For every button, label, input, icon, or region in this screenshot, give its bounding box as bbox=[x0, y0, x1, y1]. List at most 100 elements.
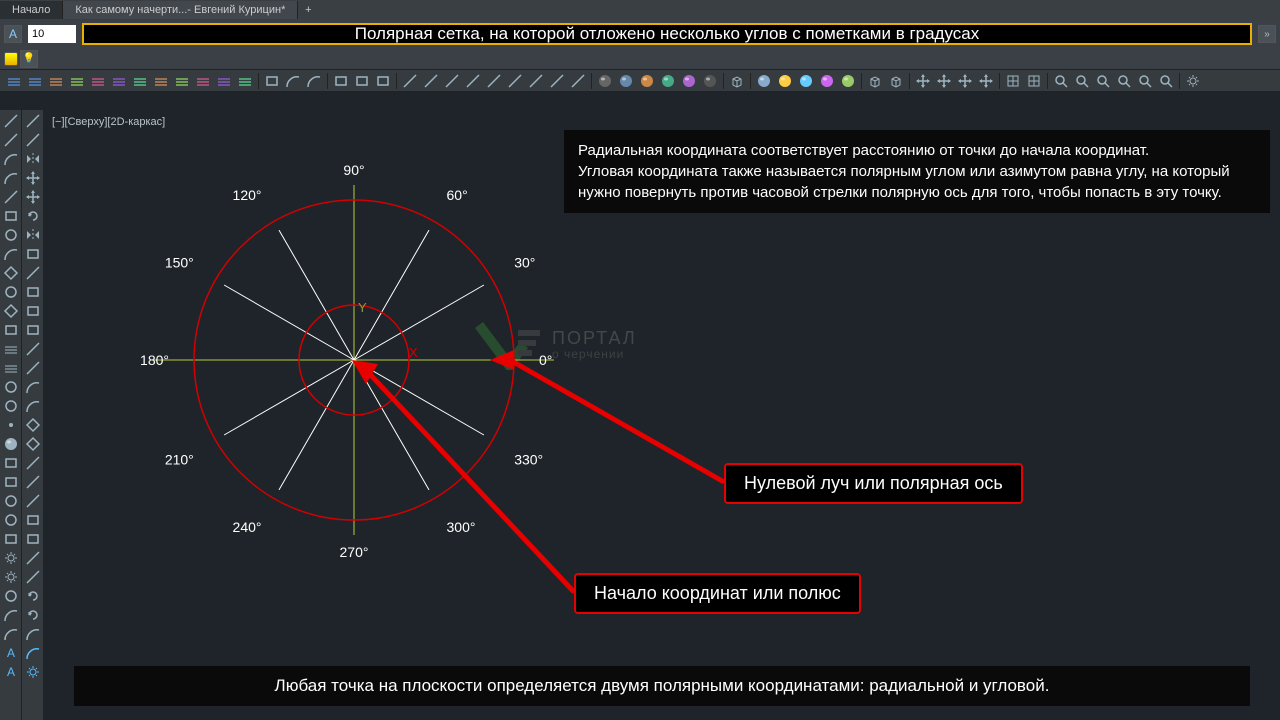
toolbar-btn-49[interactable] bbox=[913, 72, 933, 90]
lt2-btn-11[interactable] bbox=[23, 321, 43, 339]
lt1-btn-28[interactable]: A bbox=[1, 644, 21, 662]
lt1-btn-2[interactable] bbox=[1, 150, 21, 168]
toolbar-btn-26[interactable] bbox=[505, 72, 525, 90]
lt2-btn-18[interactable] bbox=[23, 454, 43, 472]
toolbar-btn-54[interactable] bbox=[1003, 72, 1023, 90]
toolbar-btn-23[interactable] bbox=[442, 72, 462, 90]
toolbar-btn-42[interactable] bbox=[796, 72, 816, 90]
lt1-btn-17[interactable] bbox=[1, 435, 21, 453]
lt2-btn-5[interactable] bbox=[23, 207, 43, 225]
toolbar-btn-6[interactable] bbox=[130, 72, 150, 90]
lt1-btn-5[interactable] bbox=[1, 207, 21, 225]
toolbar-btn-33[interactable] bbox=[637, 72, 657, 90]
toolbar-btn-14[interactable] bbox=[283, 72, 303, 90]
lt1-btn-21[interactable] bbox=[1, 511, 21, 529]
lt2-btn-9[interactable] bbox=[23, 283, 43, 301]
lt2-btn-19[interactable] bbox=[23, 473, 43, 491]
lt1-btn-27[interactable] bbox=[1, 625, 21, 643]
toolbar-btn-32[interactable] bbox=[616, 72, 636, 90]
toolbar-btn-4[interactable] bbox=[88, 72, 108, 90]
layer-icon[interactable] bbox=[4, 52, 18, 66]
lt1-btn-1[interactable] bbox=[1, 131, 21, 149]
lt1-btn-9[interactable] bbox=[1, 283, 21, 301]
lt1-btn-6[interactable] bbox=[1, 226, 21, 244]
lt2-btn-1[interactable] bbox=[23, 131, 43, 149]
toolbar-btn-29[interactable] bbox=[568, 72, 588, 90]
lt1-btn-19[interactable] bbox=[1, 473, 21, 491]
lt2-btn-21[interactable] bbox=[23, 511, 43, 529]
lt2-btn-3[interactable] bbox=[23, 169, 43, 187]
lt1-btn-24[interactable] bbox=[1, 568, 21, 586]
toolbar-btn-35[interactable] bbox=[679, 72, 699, 90]
lt2-btn-7[interactable] bbox=[23, 245, 43, 263]
lt1-btn-18[interactable] bbox=[1, 454, 21, 472]
lt1-btn-10[interactable] bbox=[1, 302, 21, 320]
toolbar-btn-59[interactable] bbox=[1093, 72, 1113, 90]
lt2-btn-6[interactable] bbox=[23, 226, 43, 244]
toolbar-btn-40[interactable] bbox=[754, 72, 774, 90]
toolbar-btn-36[interactable] bbox=[700, 72, 720, 90]
toolbar-btn-64[interactable] bbox=[1183, 72, 1203, 90]
lt2-btn-0[interactable] bbox=[23, 112, 43, 130]
lt1-btn-26[interactable] bbox=[1, 606, 21, 624]
lt2-btn-10[interactable] bbox=[23, 302, 43, 320]
toolbar-btn-60[interactable] bbox=[1114, 72, 1134, 90]
lt1-btn-15[interactable] bbox=[1, 397, 21, 415]
lt1-btn-13[interactable] bbox=[1, 359, 21, 377]
toolbar-btn-25[interactable] bbox=[484, 72, 504, 90]
toolbar-btn-50[interactable] bbox=[934, 72, 954, 90]
lt1-btn-14[interactable] bbox=[1, 378, 21, 396]
toolbar-btn-31[interactable] bbox=[595, 72, 615, 90]
lt2-btn-25[interactable] bbox=[23, 587, 43, 605]
toolbar-btn-10[interactable] bbox=[214, 72, 234, 90]
lt2-btn-15[interactable] bbox=[23, 397, 43, 415]
toolbar-btn-15[interactable] bbox=[304, 72, 324, 90]
toolbar-btn-0[interactable] bbox=[4, 72, 24, 90]
lt2-btn-4[interactable] bbox=[23, 188, 43, 206]
toolbar-btn-61[interactable] bbox=[1135, 72, 1155, 90]
toolbar-btn-18[interactable] bbox=[352, 72, 372, 90]
toolbar-btn-17[interactable] bbox=[331, 72, 351, 90]
toolbar-btn-28[interactable] bbox=[547, 72, 567, 90]
toolbar-btn-38[interactable] bbox=[727, 72, 747, 90]
toolbar-btn-5[interactable] bbox=[109, 72, 129, 90]
lt2-btn-28[interactable] bbox=[23, 644, 43, 662]
toolbar-btn-58[interactable] bbox=[1072, 72, 1092, 90]
toolbar-btn-62[interactable] bbox=[1156, 72, 1176, 90]
lt2-btn-2[interactable] bbox=[23, 150, 43, 168]
toolbar-btn-9[interactable] bbox=[193, 72, 213, 90]
lt2-btn-29[interactable] bbox=[23, 663, 43, 681]
toolbar-btn-22[interactable] bbox=[421, 72, 441, 90]
toolbar-btn-3[interactable] bbox=[67, 72, 87, 90]
toolbar-btn-13[interactable] bbox=[262, 72, 282, 90]
toolbar-btn-34[interactable] bbox=[658, 72, 678, 90]
drawing-canvas[interactable]: [−][Сверху][2D-каркас] ПОРТАЛ о черчении… bbox=[44, 110, 1280, 720]
toolbar-btn-46[interactable] bbox=[865, 72, 885, 90]
toolbar-btn-51[interactable] bbox=[955, 72, 975, 90]
lt2-btn-24[interactable] bbox=[23, 568, 43, 586]
toolbar-btn-21[interactable] bbox=[400, 72, 420, 90]
lt1-btn-7[interactable] bbox=[1, 245, 21, 263]
lt1-btn-0[interactable] bbox=[1, 112, 21, 130]
tab-home[interactable]: Начало bbox=[0, 1, 63, 19]
toolbar-btn-52[interactable] bbox=[976, 72, 996, 90]
value-field[interactable]: 10 bbox=[28, 25, 76, 43]
toolbar-btn-41[interactable] bbox=[775, 72, 795, 90]
lt2-btn-13[interactable] bbox=[23, 359, 43, 377]
text-style-a-icon[interactable]: A bbox=[4, 25, 22, 43]
lt1-btn-3[interactable] bbox=[1, 169, 21, 187]
lt2-btn-26[interactable] bbox=[23, 606, 43, 624]
lt2-btn-22[interactable] bbox=[23, 530, 43, 548]
lt1-btn-4[interactable] bbox=[1, 188, 21, 206]
toolbar-btn-44[interactable] bbox=[838, 72, 858, 90]
bulb-icon[interactable]: 💡 bbox=[20, 50, 38, 68]
lt2-btn-12[interactable] bbox=[23, 340, 43, 358]
toolbar-btn-1[interactable] bbox=[25, 72, 45, 90]
toolbar-btn-47[interactable] bbox=[886, 72, 906, 90]
right-chevron-icon[interactable]: » bbox=[1258, 25, 1276, 43]
toolbar-btn-27[interactable] bbox=[526, 72, 546, 90]
lt2-btn-14[interactable] bbox=[23, 378, 43, 396]
toolbar-btn-7[interactable] bbox=[151, 72, 171, 90]
lt1-btn-16[interactable] bbox=[1, 416, 21, 434]
lt1-btn-29[interactable]: A bbox=[1, 663, 21, 681]
